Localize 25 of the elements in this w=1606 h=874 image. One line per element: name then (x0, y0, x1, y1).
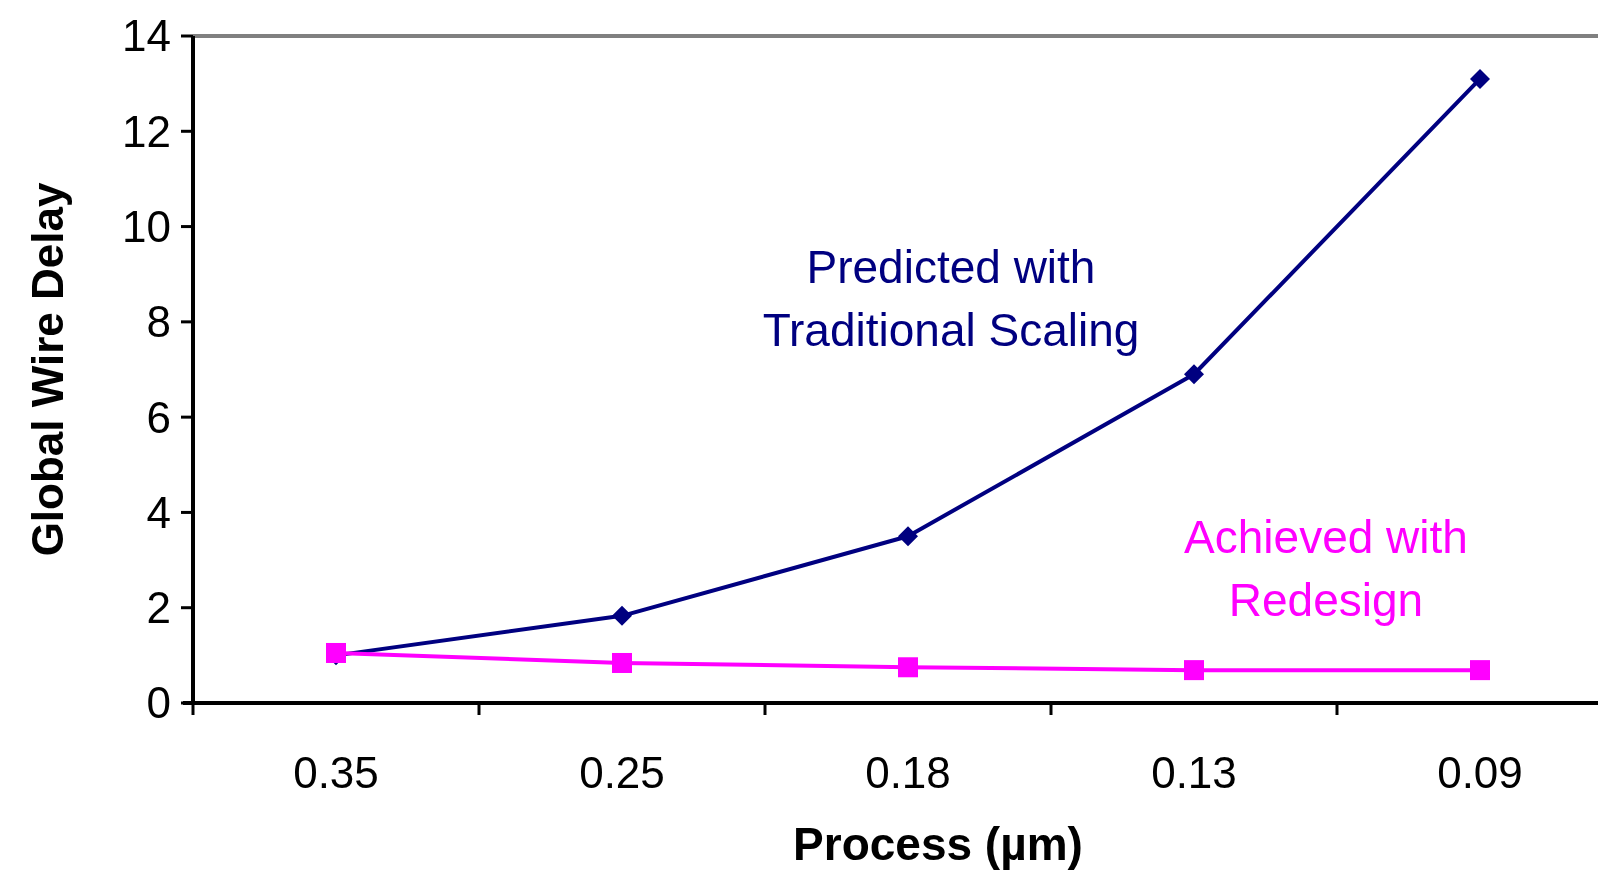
y-tick-label: 0 (146, 678, 171, 728)
x-tick-label: 0.25 (579, 748, 665, 797)
series-label: Predicted with Traditional Scaling (762, 241, 1140, 356)
y-tick-label: 4 (146, 487, 171, 537)
x-tick-label: 0.09 (1437, 748, 1523, 797)
point (612, 652, 632, 673)
y-tick-label: 6 (146, 392, 171, 442)
y-tick-label: 10 (122, 201, 171, 251)
y-tick-label: 14 (122, 11, 171, 61)
point (1184, 364, 1204, 385)
x-tick-label: 0.13 (1151, 748, 1237, 797)
x-tick-label: 0.18 (865, 748, 951, 797)
x-axis-title: Process (µm) (793, 818, 1083, 870)
point (898, 526, 918, 547)
y-tick-label: 2 (146, 583, 171, 633)
x-tick-label: 0.35 (293, 748, 379, 797)
series-label: Achieved with Redesign (1184, 511, 1468, 626)
y-tick-label: 8 (146, 297, 171, 347)
point (612, 605, 632, 626)
point (1470, 660, 1490, 681)
y-tick-label: 12 (122, 106, 171, 156)
point (1184, 660, 1204, 681)
y-axis-title: Global Wire Delay (23, 182, 72, 557)
point (898, 657, 918, 678)
point (1470, 68, 1490, 89)
